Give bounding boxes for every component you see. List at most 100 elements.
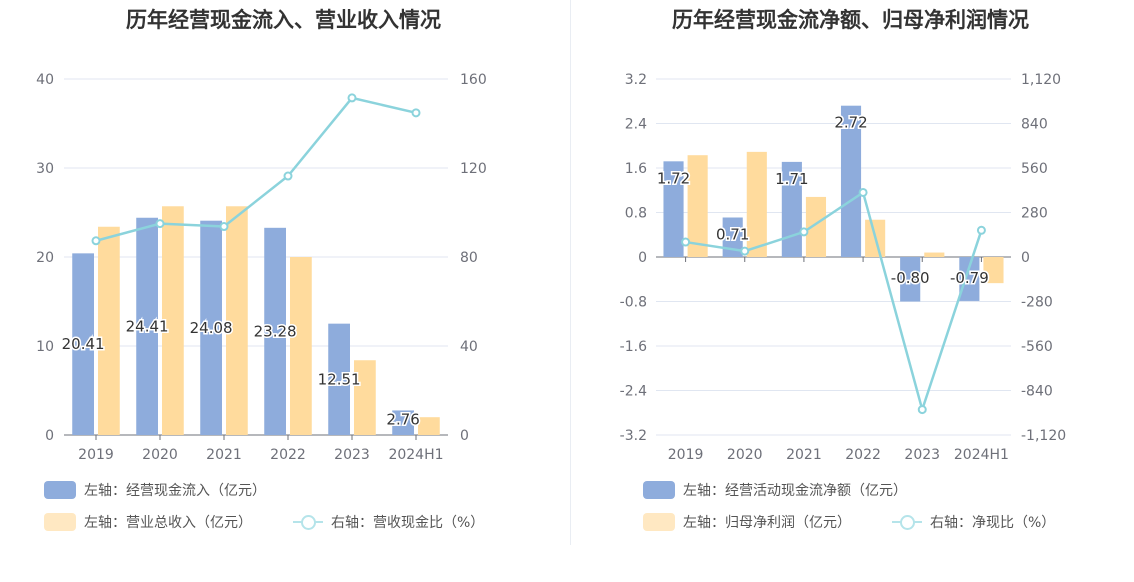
y-tick-label-left: 20 (36, 250, 54, 266)
x-tick-label: 2023 (904, 447, 940, 463)
bar-secondary (805, 196, 827, 257)
y-tick-label-left: -2.4 (620, 384, 647, 400)
chart-title: 历年经营现金流净额、归母净利润情况 (672, 8, 1029, 32)
line-point (347, 93, 357, 103)
bar-primary (328, 323, 350, 435)
legend-label: 右轴：营收现金比（%） (331, 515, 485, 531)
bar-data-label: 23.28 (254, 322, 297, 340)
bar-data-label: 1.72 (657, 169, 690, 187)
bar-data-label: 0.71 (716, 226, 749, 244)
x-tick-label: 2024H1 (954, 447, 1009, 463)
y-tick-label-left: -0.8 (620, 295, 647, 311)
y-tick-label-left: -3.2 (620, 428, 647, 444)
bar-primary (392, 410, 414, 435)
line-series (685, 190, 983, 414)
bar-secondary (746, 151, 767, 257)
line-point (858, 187, 868, 197)
x-tick-label: 2020 (727, 447, 763, 463)
x-tick-label: 2019 (668, 447, 704, 463)
y-tick-label-right: -560 (1021, 339, 1053, 355)
legend-item-net-profit[interactable]: 左轴：归母净利润（亿元） (643, 512, 851, 532)
bar-secondary (418, 417, 440, 435)
bar-data-label: 20.41 (62, 335, 105, 353)
y-tick-label-right: 1,120 (1021, 72, 1061, 88)
bar-secondary (687, 155, 708, 257)
bar-data-label: 24.41 (126, 317, 169, 335)
y-tick-label-left: 1.6 (625, 161, 647, 177)
bar-secondary (162, 206, 184, 435)
legend-label: 左轴：归母净利润（亿元） (683, 515, 851, 531)
bar-primary (264, 227, 286, 435)
y-tick-label-right: 120 (460, 161, 487, 177)
y-tick-label-right: 560 (1021, 161, 1048, 177)
legend-swatch-icon (44, 513, 76, 531)
chart-plot-area: 0 10 20 30 40 0 40 80 120 160 2019 2020 2021 2022 2023… (36, 72, 487, 463)
line-point (411, 108, 421, 118)
bar-primary (722, 217, 743, 257)
legend-swatch-icon (44, 481, 76, 499)
legend-item-cash-profit-ratio[interactable]: 右轴：净现比（%） (892, 512, 1055, 532)
legend-label: 左轴：营业总收入（亿元） (84, 515, 252, 531)
bar-secondary (983, 257, 1004, 284)
bar-data-label: -0.79 (950, 269, 989, 287)
y-tick-label-right: -1,120 (1021, 428, 1066, 444)
y-tick-label-right: 280 (1021, 206, 1048, 222)
x-tick-label: 2020 (142, 447, 178, 463)
legend-label: 左轴：经营现金流入（亿元） (84, 483, 266, 499)
bar-primary (959, 257, 980, 301)
y-tick-label-left: 3.2 (625, 72, 647, 88)
legend-item-revenue-cash-ratio[interactable]: 右轴：营收现金比（%） (293, 512, 484, 532)
bar-primary (200, 220, 222, 435)
legend-swatch-icon (643, 513, 675, 531)
legend-item-cash-inflow[interactable]: 左轴：经营现金流入（亿元） (44, 480, 266, 500)
legend-line-icon (892, 513, 922, 531)
bar-primary (840, 105, 862, 257)
bar-data-label: -0.80 (891, 269, 930, 287)
line-point (681, 237, 691, 247)
chart-title: 历年经营现金流入、营业收入情况 (126, 8, 441, 32)
chart-panel-cashflow-inflow: 历年经营现金流入、营业收入情况 0 10 20 30 40 0 40 80 120 160 2019… (36, 8, 487, 532)
line-point (155, 219, 165, 229)
y-tick-label-right: -280 (1021, 295, 1053, 311)
x-tick-label: 2024H1 (388, 447, 443, 463)
y-tick-label-left: 0.8 (625, 206, 647, 222)
y-tick-label-left: 30 (36, 161, 54, 177)
x-tick-label: 2019 (78, 447, 114, 463)
line-point (91, 236, 101, 246)
bar-data-label: 24.08 (190, 319, 233, 337)
line-point (799, 227, 809, 237)
bar-data-label: 2.72 (834, 114, 867, 132)
bar-data-label: 2.76 (386, 410, 419, 428)
line-point (976, 225, 986, 235)
legend-item-net-cashflow[interactable]: 左轴：经营活动现金流净额（亿元） (643, 480, 907, 500)
y-tick-label-right: 80 (460, 250, 478, 266)
x-tick-label: 2021 (786, 447, 822, 463)
x-tick-label: 2022 (270, 447, 306, 463)
y-tick-label-left: 0 (638, 250, 647, 266)
line-series (95, 96, 417, 242)
bar-secondary (924, 252, 945, 257)
line-point (283, 171, 293, 181)
bar-data-label: 12.51 (318, 370, 361, 388)
legend-swatch-icon (643, 481, 675, 499)
y-tick-label-left: 2.4 (625, 117, 647, 133)
legend-line-icon (293, 513, 323, 531)
chart-plot-area: -3.2-2.4-1.6-0.800.81.62.43.2-1,120-840-… (620, 72, 1066, 463)
x-tick-label: 2022 (845, 447, 881, 463)
y-tick-label-left: -1.6 (620, 339, 647, 355)
y-tick-label-left: 40 (36, 72, 54, 88)
x-tick-label: 2023 (334, 447, 370, 463)
legend-item-revenue[interactable]: 左轴：营业总收入（亿元） (44, 512, 252, 532)
bar-primary (900, 257, 921, 302)
y-tick-label-right: -840 (1021, 384, 1053, 400)
x-tick-label: 2021 (206, 447, 242, 463)
bar-secondary (98, 226, 120, 435)
y-tick-label-left: 0 (45, 428, 54, 444)
legend-label: 右轴：净现比（%） (930, 515, 1056, 531)
bar-secondary (226, 206, 248, 435)
chart-panel-net-cashflow: 历年经营现金流净额、归母净利润情况 -3.2 -2.4 -1.6 -0.8 0 0.8 1.… (567, 0, 1134, 582)
y-tick-label-right: 160 (460, 72, 487, 88)
y-tick-label-right: 0 (1021, 250, 1030, 266)
bar-data-label: 1.71 (775, 170, 808, 188)
y-tick-label-right: 40 (460, 339, 478, 355)
